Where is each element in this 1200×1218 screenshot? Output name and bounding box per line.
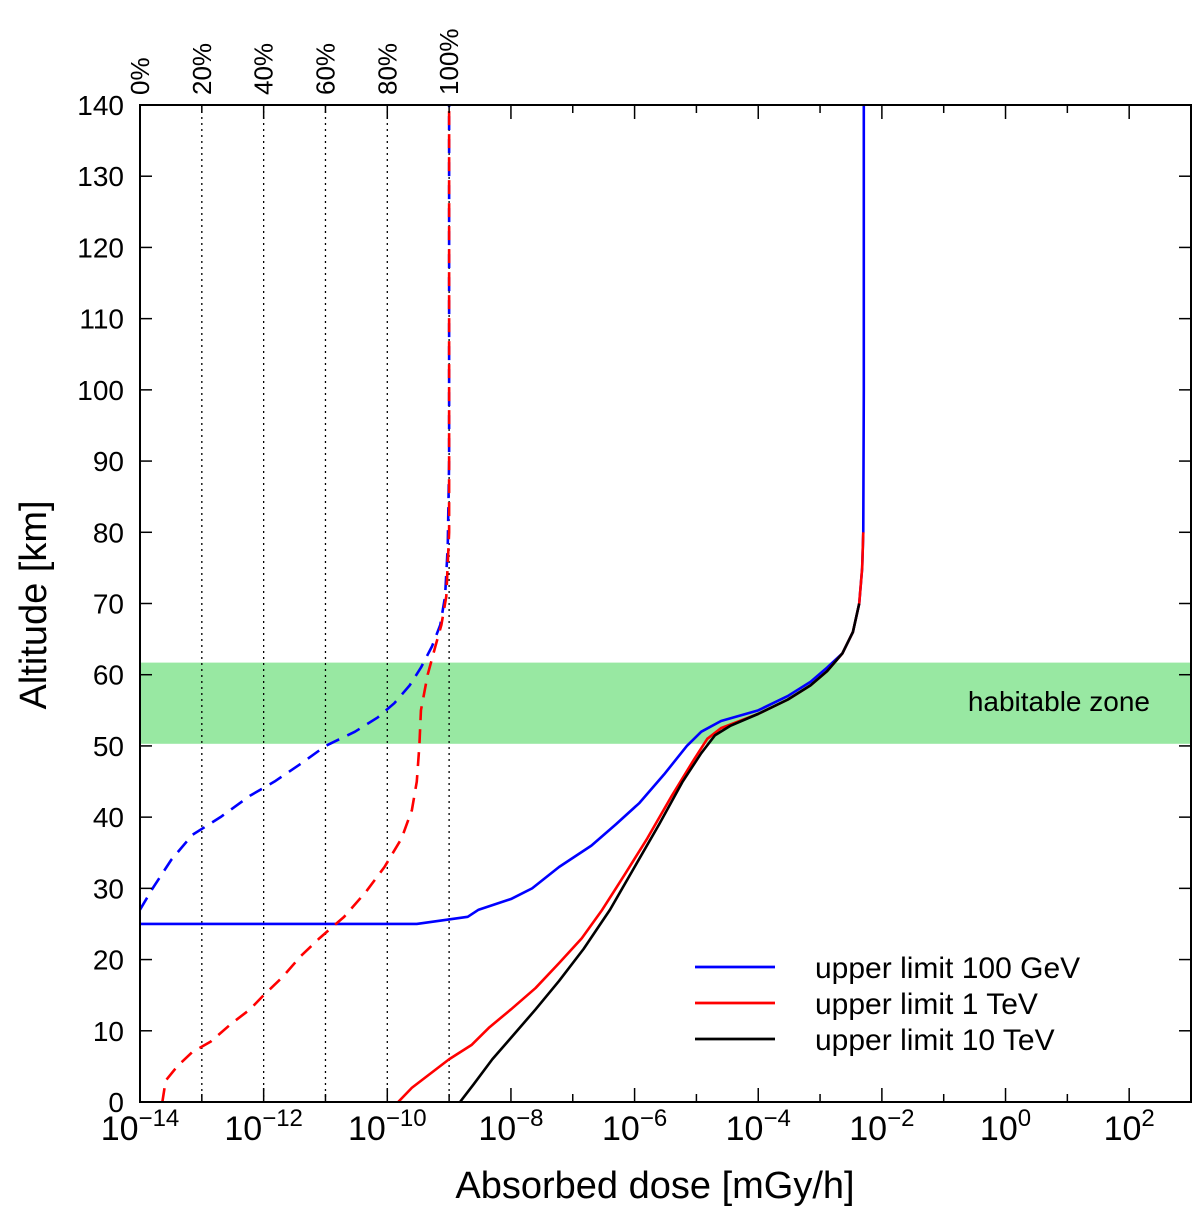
x-tick-label: 10−2 <box>849 1105 914 1148</box>
top-percent-label: 0% <box>125 57 155 95</box>
x-axis-title: Absorbed dose [mGy/h] <box>455 1165 854 1207</box>
series-line <box>458 603 861 1102</box>
x-tick-label: 10−14 <box>101 1105 180 1148</box>
x-tick-label: 10−6 <box>602 1105 667 1148</box>
y-tick-label: 90 <box>93 446 124 477</box>
y-tick-label: 0 <box>108 1087 124 1118</box>
y-tick-label: 10 <box>93 1016 124 1047</box>
y-tick-label: 60 <box>93 660 124 691</box>
y-tick-label: 80 <box>93 517 124 548</box>
top-percent-label: 20% <box>187 43 217 95</box>
series-line <box>397 532 865 1102</box>
y-tick-label: 140 <box>77 90 124 121</box>
y-tick-label: 110 <box>79 304 124 335</box>
top-percent-label: 60% <box>310 43 340 95</box>
habitable-zone-label: habitable zone <box>968 686 1150 717</box>
series-line <box>140 105 451 911</box>
y-tick-label: 20 <box>93 945 124 976</box>
y-tick-label: 50 <box>93 731 124 762</box>
top-percent-label: 80% <box>372 43 402 95</box>
y-axis-title: Altitude [km] <box>13 500 55 709</box>
x-tick-label: 100 <box>980 1105 1031 1148</box>
x-tick-label: 102 <box>1104 1105 1155 1148</box>
legend-label: upper limit 1 TeV <box>815 988 1038 1021</box>
top-percent-label: 40% <box>249 43 279 95</box>
y-tick-label: 130 <box>77 161 124 192</box>
y-tick-label: 100 <box>77 375 124 406</box>
habitable-zone-band <box>140 662 1191 744</box>
series-line <box>161 105 451 1102</box>
x-tick-label: 10−10 <box>348 1105 427 1148</box>
x-tick-label: 10−4 <box>726 1105 791 1148</box>
series-line <box>140 105 866 926</box>
legend-label: upper limit 10 TeV <box>815 1024 1055 1057</box>
x-tick-label: 10−8 <box>478 1105 543 1148</box>
x-tick-label: 10−12 <box>224 1105 303 1148</box>
legend-label: upper limit 100 GeV <box>815 952 1080 985</box>
y-tick-label: 120 <box>77 232 124 263</box>
y-tick-label: 70 <box>93 589 124 620</box>
y-tick-label: 40 <box>93 802 124 833</box>
y-tick-label: 30 <box>93 873 124 904</box>
top-percent-label: 100% <box>434 29 464 96</box>
